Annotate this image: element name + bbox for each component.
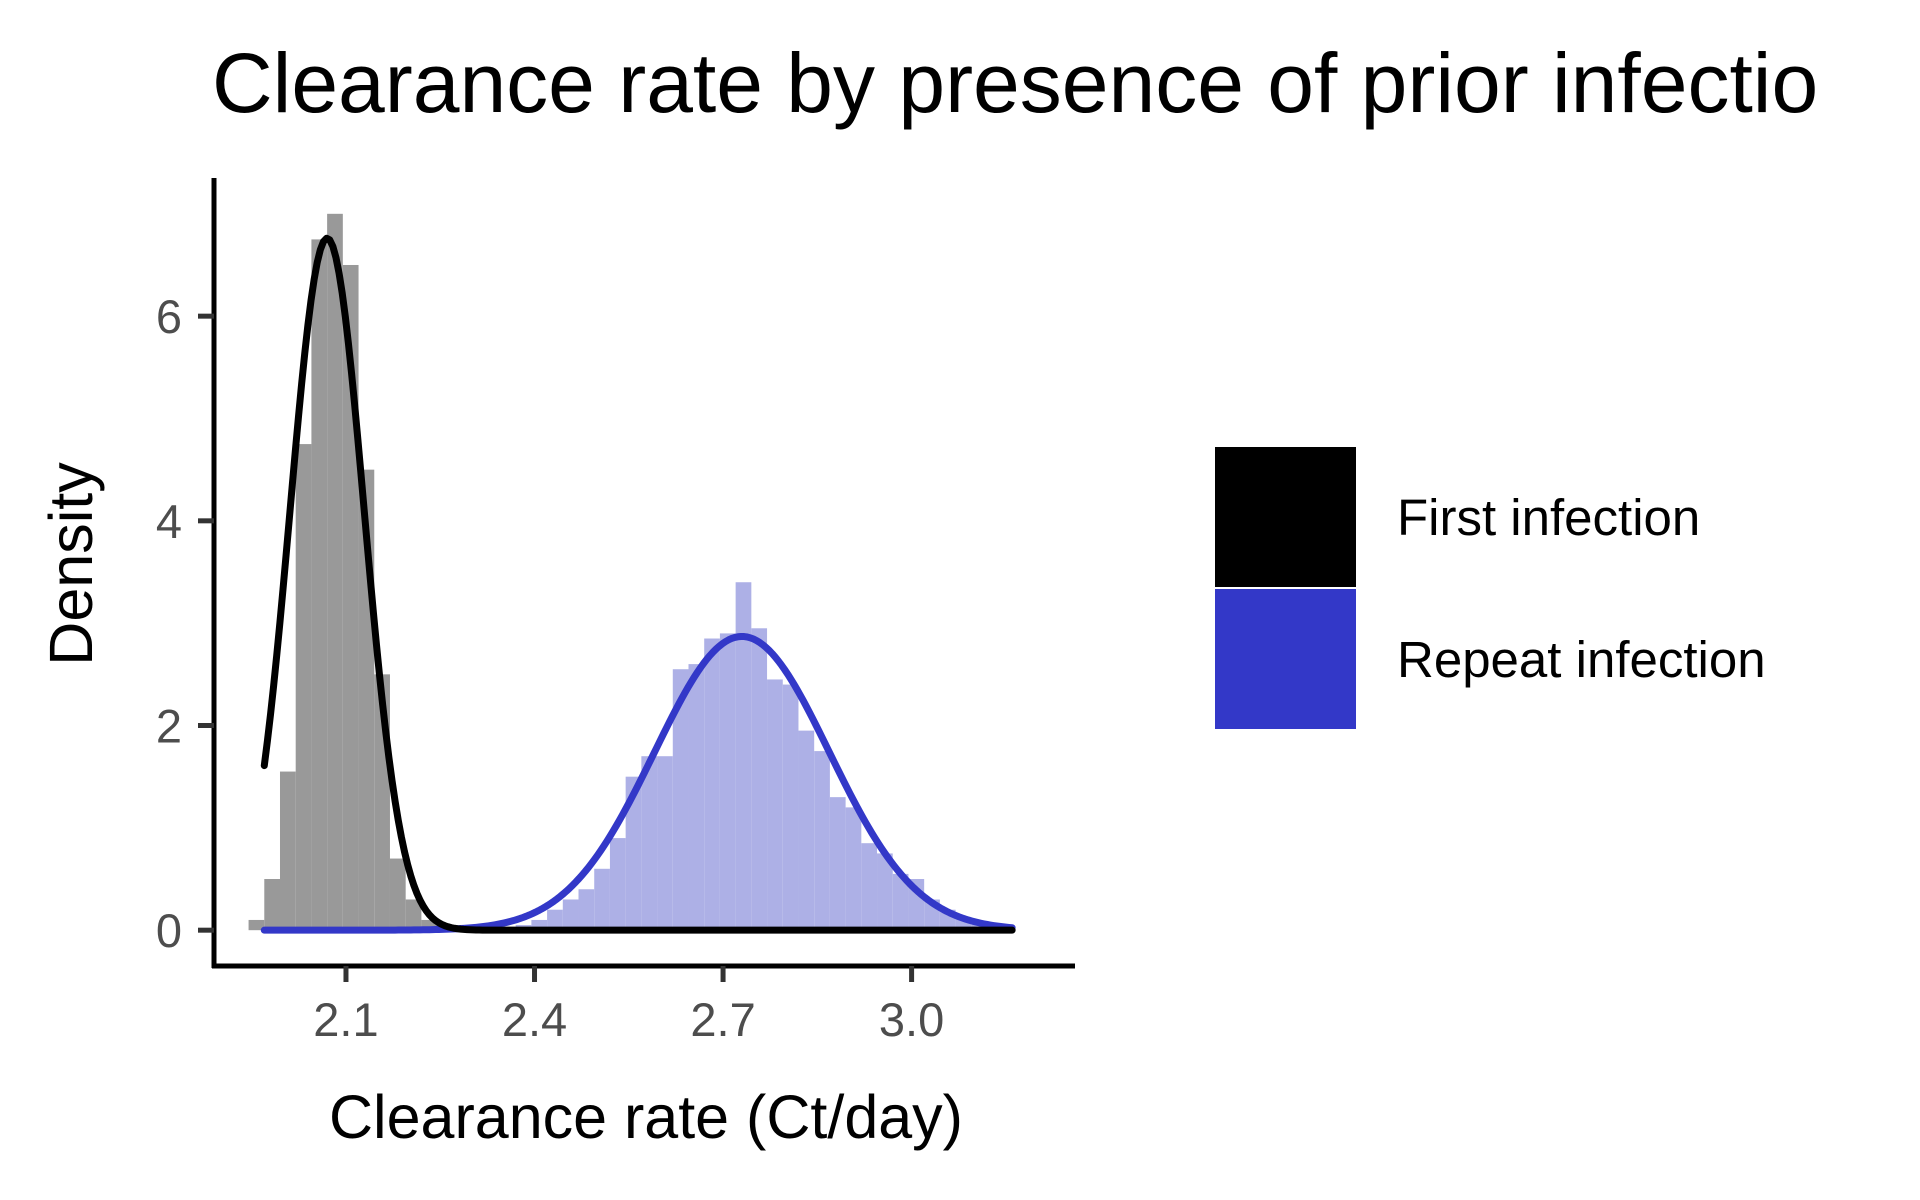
histogram-bar-repeat-9 bbox=[657, 756, 673, 931]
y-tick-label: 4 bbox=[156, 495, 182, 548]
legend-key-first bbox=[1215, 447, 1356, 587]
histogram-bar-first-11 bbox=[421, 919, 438, 931]
histogram-bar-repeat-21 bbox=[845, 807, 862, 931]
histogram-bar-repeat-16 bbox=[767, 679, 783, 931]
histogram-bar-repeat-4 bbox=[578, 889, 595, 931]
legend-label-first: First infection bbox=[1397, 489, 1700, 546]
legend-label-repeat: Repeat infection bbox=[1397, 631, 1766, 688]
x-tick-label: 2.7 bbox=[690, 993, 755, 1046]
histogram-bar-repeat-8 bbox=[641, 756, 658, 931]
histogram-bar-repeat-18 bbox=[798, 730, 815, 931]
histogram-bars bbox=[248, 213, 1003, 931]
histogram-bar-repeat-11 bbox=[688, 664, 705, 931]
histogram-bar-repeat-12 bbox=[704, 638, 720, 931]
histogram-bar-repeat-19 bbox=[814, 751, 830, 931]
x-axis-label: Clearance rate (Ct/day) bbox=[329, 1083, 963, 1151]
histogram-bar-first-5 bbox=[327, 213, 343, 931]
histogram-bar-first-2 bbox=[279, 771, 296, 931]
histogram-bar-repeat-3 bbox=[562, 899, 579, 931]
y-axis-label: Density bbox=[37, 462, 105, 666]
plot-panel: 2.1 2.4 2.7 3.0 0 2 4 6 bbox=[156, 178, 1075, 1046]
y-tick-label: 0 bbox=[156, 904, 182, 957]
histogram-bar-repeat-13 bbox=[719, 633, 736, 931]
x-tick-label: 2.1 bbox=[313, 993, 378, 1046]
y-tick-label: 2 bbox=[156, 700, 182, 753]
histogram-bar-first-0 bbox=[248, 919, 265, 931]
axes: 2.1 2.4 2.7 3.0 0 2 4 6 bbox=[156, 178, 1075, 1046]
histogram-bar-repeat-2 bbox=[547, 909, 563, 931]
histogram-bar-repeat-23 bbox=[877, 853, 893, 931]
chart-title: Clearance rate by presence of prior infe… bbox=[212, 36, 1818, 130]
histogram-bar-repeat-10 bbox=[672, 669, 689, 931]
density-curve-repeat bbox=[260, 632, 1016, 934]
density-curve-first bbox=[260, 234, 1016, 934]
histogram-bar-first-9 bbox=[389, 858, 406, 931]
histogram-bar-repeat-15 bbox=[751, 628, 768, 931]
histogram-bar-repeat-14 bbox=[735, 582, 752, 931]
legend: First infection Repeat infection bbox=[1215, 447, 1766, 729]
histogram-bar-first-10 bbox=[405, 899, 422, 931]
histogram-bar-repeat-24 bbox=[892, 873, 909, 931]
histogram-bar-repeat-7 bbox=[625, 776, 642, 931]
histogram-bar-first-3 bbox=[295, 444, 312, 931]
histogram-bar-repeat-22 bbox=[861, 843, 878, 931]
histogram-bar-repeat-17 bbox=[782, 684, 799, 931]
density-curves bbox=[260, 234, 1016, 934]
histogram-bar-repeat-1 bbox=[531, 919, 548, 931]
histogram-bar-repeat-20 bbox=[829, 797, 846, 931]
histogram-bar-repeat-5 bbox=[594, 868, 610, 931]
x-tick-label: 3.0 bbox=[879, 993, 944, 1046]
histogram-bar-first-4 bbox=[311, 239, 328, 931]
y-tick-label: 6 bbox=[156, 290, 182, 343]
histogram-bar-first-1 bbox=[264, 879, 280, 931]
legend-key-repeat bbox=[1215, 589, 1356, 729]
x-tick-label: 2.4 bbox=[502, 993, 567, 1046]
histogram-bar-repeat-6 bbox=[609, 838, 626, 931]
